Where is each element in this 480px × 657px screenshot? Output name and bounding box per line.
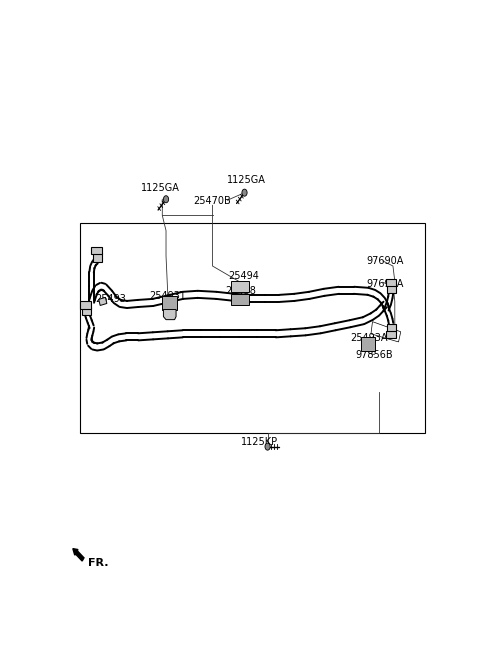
Circle shape <box>242 189 247 196</box>
Text: 1125GA: 1125GA <box>141 183 180 193</box>
Bar <box>80 302 91 309</box>
FancyArrow shape <box>73 549 84 561</box>
Bar <box>360 337 375 351</box>
Bar <box>231 294 249 306</box>
Text: 97690A: 97690A <box>367 279 404 288</box>
Bar <box>231 281 249 292</box>
Bar <box>386 279 396 286</box>
Circle shape <box>265 443 270 450</box>
Bar <box>93 253 102 262</box>
Text: FR.: FR. <box>88 558 108 568</box>
Circle shape <box>163 196 168 203</box>
Text: 25493A: 25493A <box>350 333 387 343</box>
Text: 97690A: 97690A <box>367 256 404 266</box>
Bar <box>162 296 177 309</box>
Bar <box>386 324 396 332</box>
Text: 25493: 25493 <box>95 294 126 304</box>
Text: 1125KP: 1125KP <box>240 437 277 447</box>
Polygon shape <box>163 309 176 320</box>
Text: 25493T: 25493T <box>149 291 186 302</box>
Polygon shape <box>99 298 107 306</box>
Text: 1125GA: 1125GA <box>227 175 265 185</box>
Bar <box>82 307 91 315</box>
Bar <box>386 285 396 293</box>
Text: 25438: 25438 <box>225 286 256 296</box>
Text: 25494: 25494 <box>228 271 260 281</box>
Text: 97856B: 97856B <box>356 350 393 359</box>
Bar <box>81 223 425 433</box>
Bar <box>91 247 102 254</box>
Text: 25470B: 25470B <box>193 196 231 206</box>
Bar <box>386 331 396 338</box>
